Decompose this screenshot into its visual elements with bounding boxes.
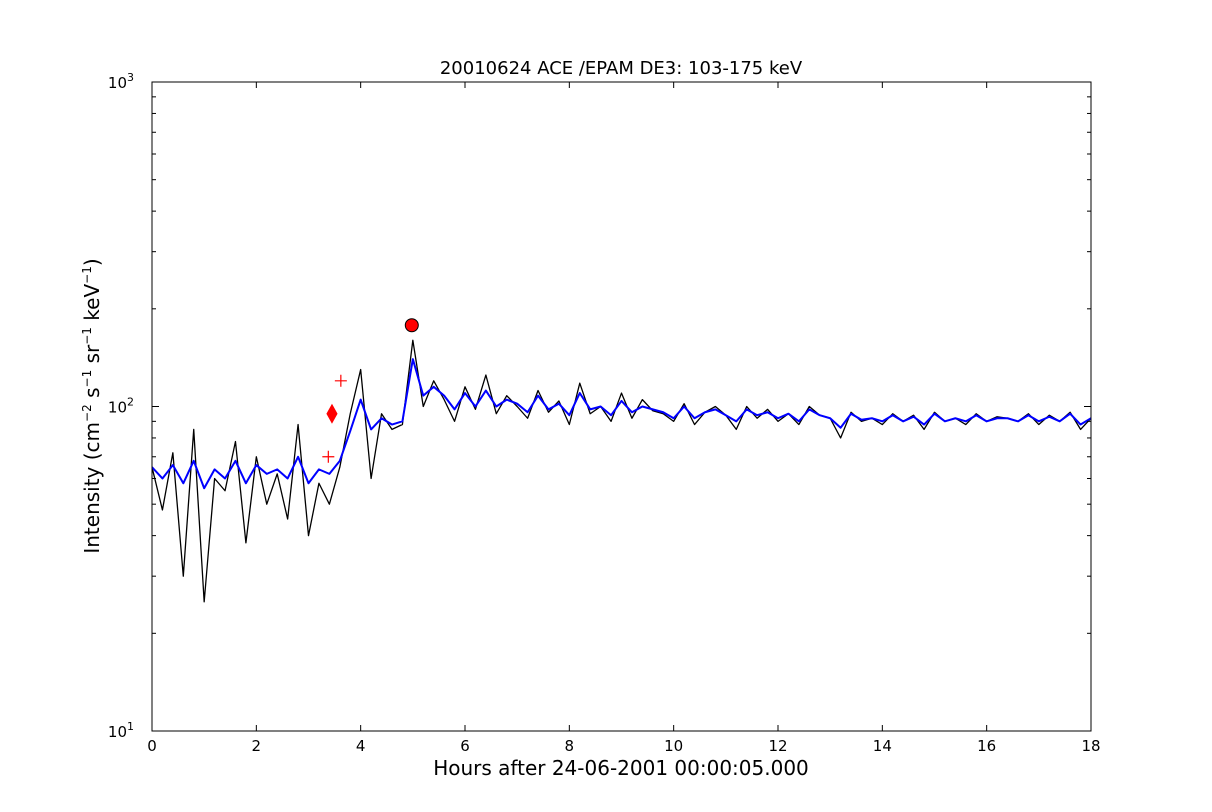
y-axis: 101 102 103: [108, 71, 1091, 741]
y-label-mid2: sr: [80, 344, 104, 370]
plot-area: [152, 318, 1091, 603]
x-tick-label: 16: [977, 737, 996, 755]
series-line-raw: [152, 339, 1091, 603]
y-tick-label: 101: [108, 720, 134, 741]
x-axis-label: Hours after 24-06-2001 00:00:05.000: [433, 756, 809, 780]
marker-diamond: [326, 403, 338, 424]
y-label-sup1: −2: [80, 404, 94, 422]
chart-title: 20010624 ACE /EPAM DE3: 103-175 keV: [440, 58, 803, 79]
marker-circle: [404, 318, 419, 333]
x-tick-label: 4: [356, 737, 366, 755]
x-tick-label: 12: [768, 737, 787, 755]
x-tick-label: 2: [252, 737, 262, 755]
y-axis-label: Intensity (cm−2 s−1 sr−1 keV−1): [80, 258, 104, 553]
y-tick-label: 102: [108, 396, 134, 417]
x-axis: 0 2 4 6 8 10 12 14 16 18: [147, 82, 1101, 755]
marker-plus: [334, 374, 347, 387]
series-layer: [152, 339, 1091, 603]
y-label-sup4: −1: [80, 266, 94, 284]
y-label-mid1: s: [80, 387, 104, 404]
y-tick-label: 103: [108, 71, 134, 92]
x-tick-label: 6: [460, 737, 470, 755]
x-tick-label: 8: [565, 737, 575, 755]
x-tick-label: 0: [147, 737, 157, 755]
x-tick-label: 14: [873, 737, 892, 755]
y-label-sup3: −1: [80, 327, 94, 345]
x-tick-label: 18: [1081, 737, 1100, 755]
y-label-mid3: keV: [80, 284, 104, 328]
y-label-main: Intensity (cm: [80, 422, 104, 554]
series-line-smoothed: [152, 358, 1091, 490]
y-label-sup2: −1: [80, 370, 94, 388]
marker-layer: [322, 318, 419, 463]
x-tick-label: 10: [664, 737, 683, 755]
y-label-end: ): [80, 258, 104, 266]
marker-plus: [322, 450, 335, 463]
